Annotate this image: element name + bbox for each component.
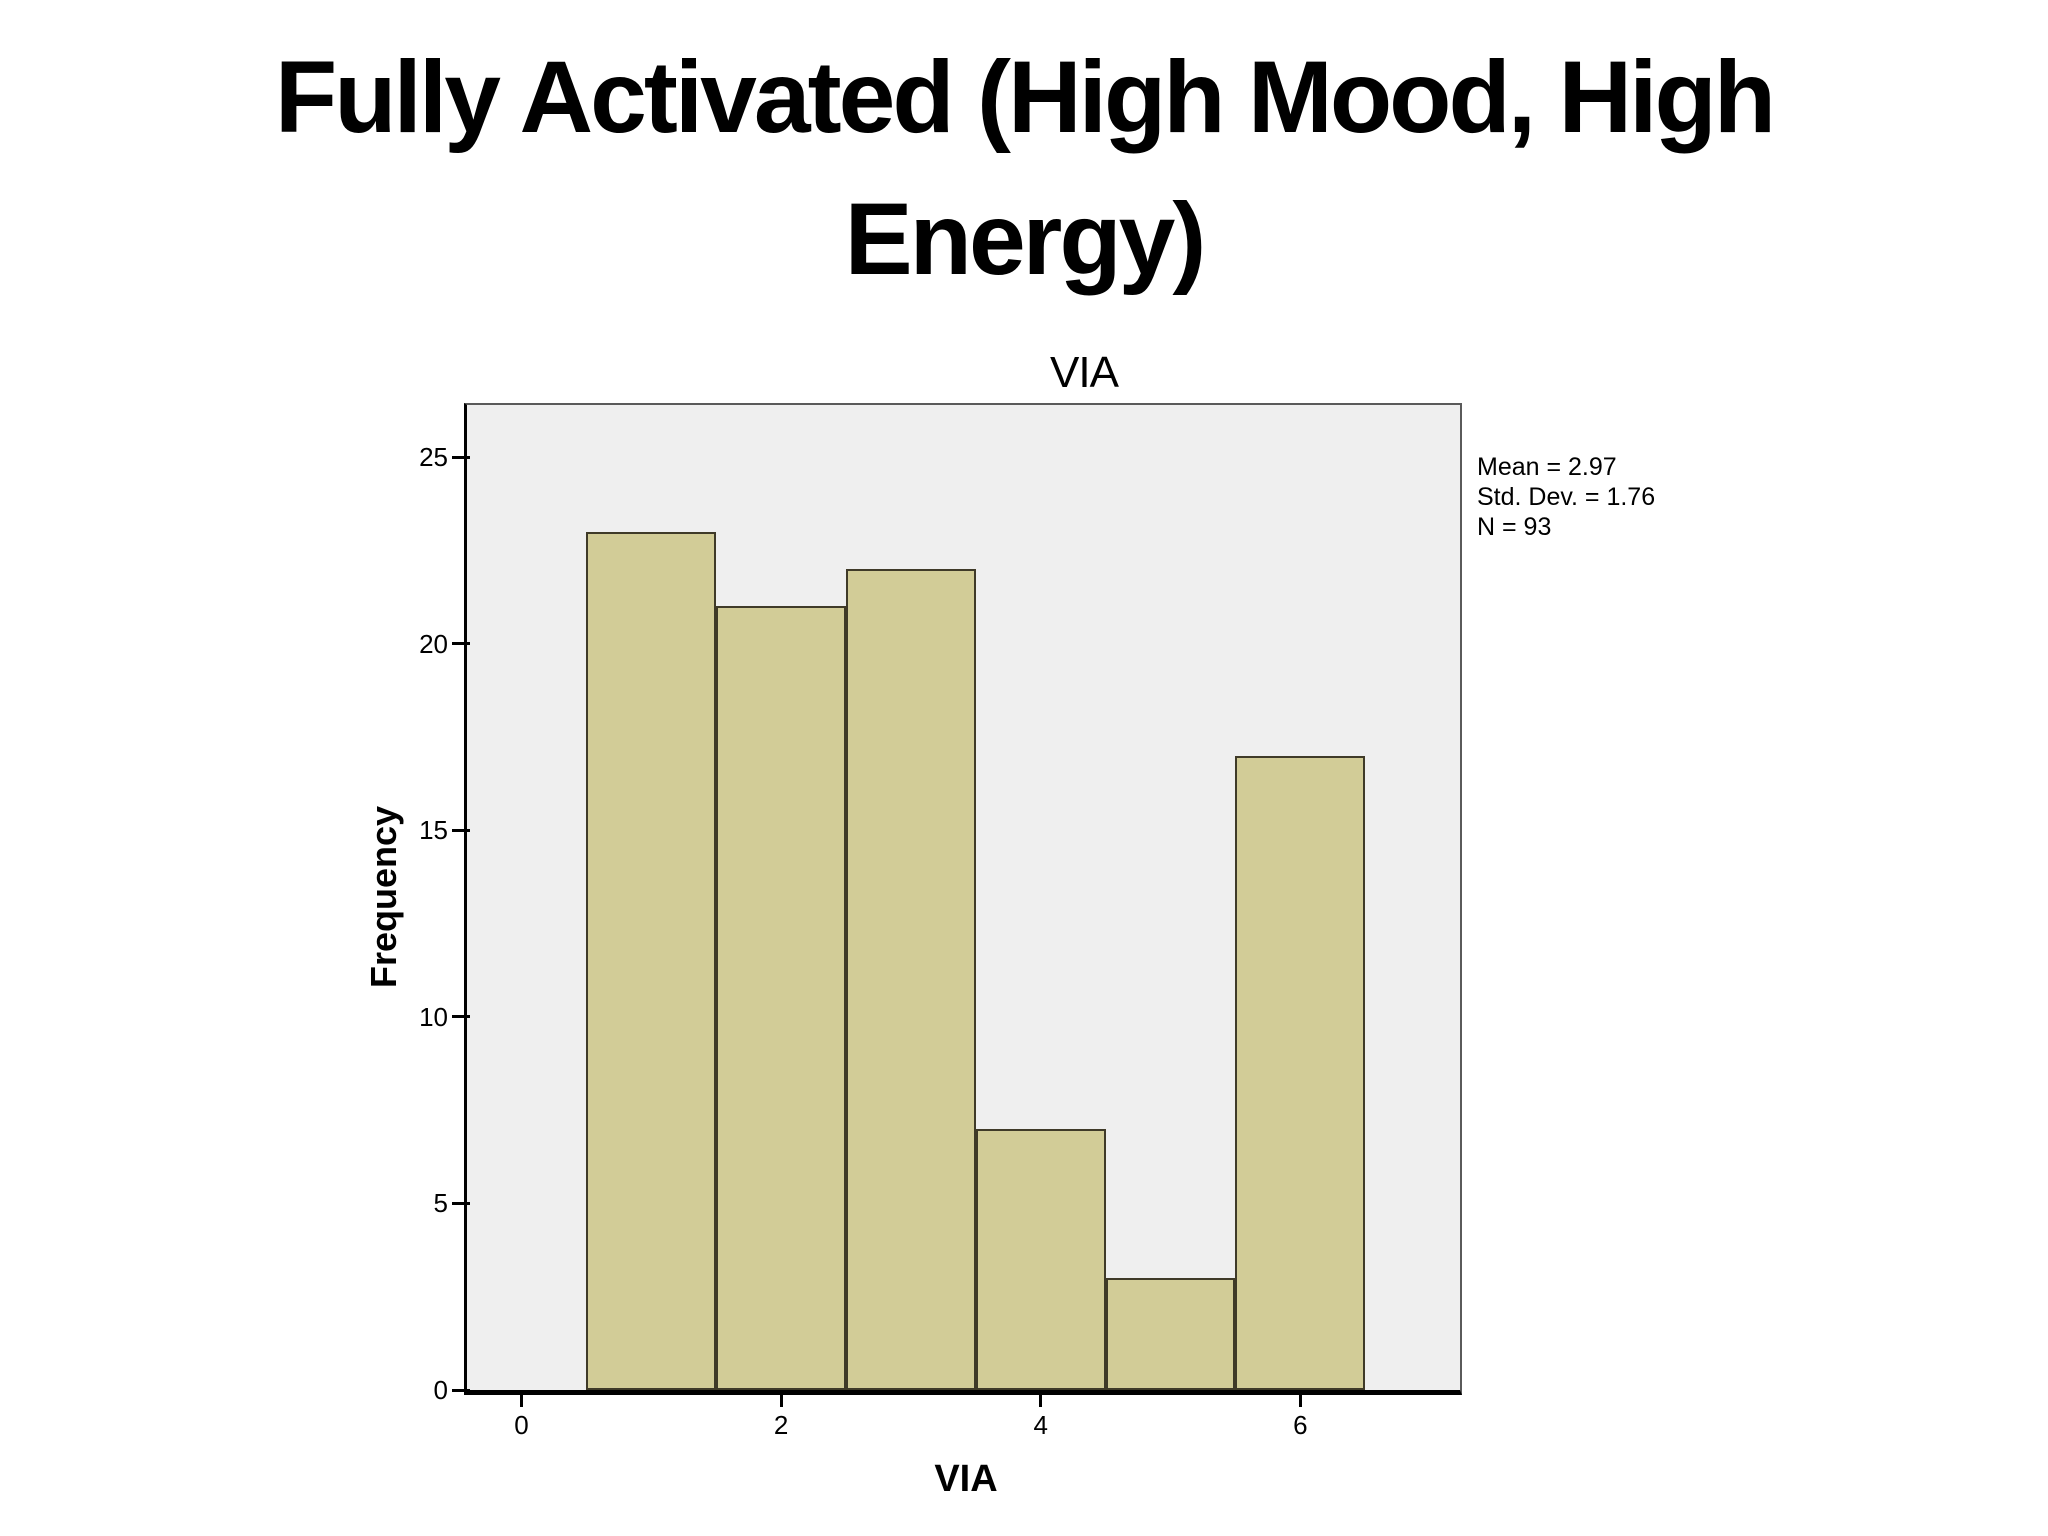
y-tick-mark [452, 1015, 470, 1019]
histogram-bar [846, 569, 976, 1390]
x-tick-mark [520, 1393, 524, 1407]
y-tick-label: 25 [419, 442, 448, 473]
y-axis-title: Frequency [363, 805, 404, 989]
stats-legend: Mean = 2.97 Std. Dev. = 1.76 N = 93 [1477, 452, 1655, 542]
histogram-bar [716, 606, 847, 1390]
histogram-bar [1105, 1278, 1236, 1390]
x-tick-mark [779, 1393, 783, 1407]
stat-std-dev: Std. Dev. = 1.76 [1477, 483, 1656, 511]
x-tick-mark [1298, 1393, 1302, 1407]
y-tick-label: 5 [433, 1188, 448, 1219]
stat-n: N = 93 [1477, 513, 1552, 541]
plot-area [467, 405, 1460, 1390]
y-tick-mark [452, 455, 470, 459]
slide-title-line1: Fully Activated (High Mood, High [274, 40, 1776, 154]
x-tick-label: 0 [514, 1410, 529, 1440]
y-tick-mark [452, 1201, 470, 1205]
y-tick-mark [452, 642, 470, 646]
y-tick-label: 0 [433, 1375, 448, 1405]
x-axis-title: VIA [934, 1458, 998, 1500]
slide-title-line2: Energy) [844, 182, 1207, 296]
y-tick-mark [452, 828, 470, 832]
slide-title: Fully Activated (High Mood, High Energy) [0, 26, 2048, 310]
histogram-bar [1235, 755, 1366, 1390]
stat-mean: Mean = 2.97 [1477, 453, 1617, 481]
x-tick-label: 2 [773, 1410, 789, 1440]
x-tick-label: 6 [1293, 1410, 1308, 1440]
y-tick-label: 10 [419, 1001, 448, 1032]
histogram-bar [975, 1128, 1106, 1390]
x-tick-mark [1039, 1393, 1043, 1407]
chart-title: VIA [1050, 348, 1119, 397]
y-tick-label: 15 [419, 815, 448, 846]
x-tick-label: 4 [1033, 1410, 1048, 1440]
histogram-bar [586, 531, 717, 1390]
y-tick-mark [452, 1388, 470, 1392]
y-tick-label: 20 [419, 628, 448, 659]
